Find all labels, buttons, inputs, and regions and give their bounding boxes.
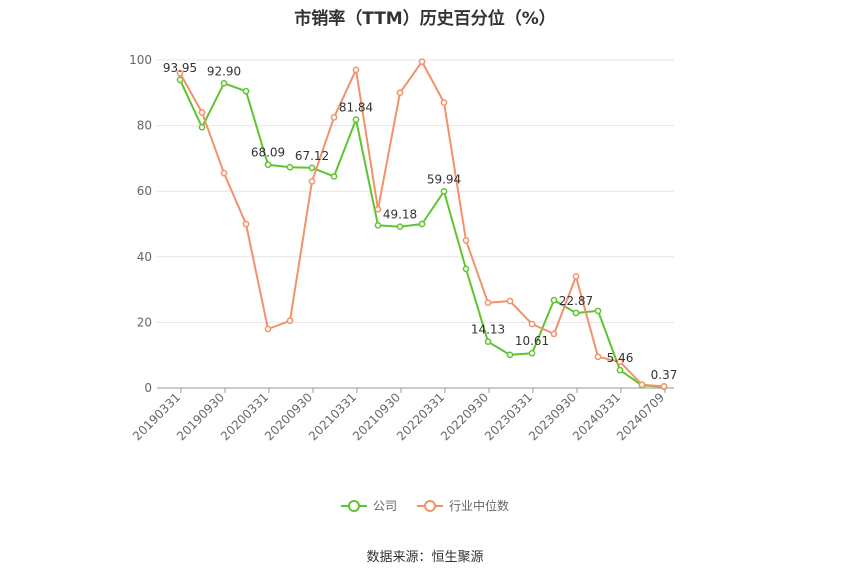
y-tick-label: 0 xyxy=(144,381,152,395)
data-point-company xyxy=(374,221,382,229)
data-label-layer: 93.95 92.90 68.09 67.12 81.84 49.18 59.94 14.13… xyxy=(163,61,678,382)
data-point-industry xyxy=(572,273,580,280)
data-label: 81.84 xyxy=(339,101,373,115)
legend-label-company: 公司 xyxy=(372,499,397,513)
data-point-company xyxy=(572,309,580,317)
data-point-industry xyxy=(418,58,426,65)
data-point-industry xyxy=(352,66,360,74)
y-tick-label: 100 xyxy=(129,53,152,67)
y-tick-label: 60 xyxy=(137,184,152,198)
data-point-industry xyxy=(396,89,404,97)
data-point-industry xyxy=(528,320,536,328)
data-point-company xyxy=(242,87,250,95)
data-label: 92.90 xyxy=(207,64,241,78)
data-point-industry xyxy=(484,299,492,307)
legend-item-company[interactable]: 公司 xyxy=(340,497,397,514)
legend-line-company-icon xyxy=(340,499,367,512)
data-label: 22.87 xyxy=(559,294,593,308)
data-point-industry xyxy=(286,317,294,325)
data-point-company xyxy=(396,223,404,231)
data-point-company xyxy=(220,79,228,87)
series-layer xyxy=(176,58,668,391)
data-point-company xyxy=(286,163,294,171)
legend-label-industry: 行业中位数 xyxy=(449,499,510,513)
data-point-industry xyxy=(550,330,558,338)
data-point-industry xyxy=(374,205,382,213)
data-label: 67.12 xyxy=(295,149,329,163)
legend-line-industry-icon xyxy=(417,499,443,512)
data-point-company xyxy=(176,76,184,84)
data-label: 59.94 xyxy=(427,172,461,186)
source-text: 数据来源：恒生聚源 xyxy=(366,550,484,565)
data-point-industry xyxy=(242,220,250,228)
data-point-industry xyxy=(176,69,184,77)
data-point-industry xyxy=(308,178,316,185)
data-label: 68.09 xyxy=(251,146,285,160)
data-point-industry xyxy=(440,99,448,106)
data-point-company xyxy=(616,366,624,374)
data-point-company xyxy=(418,220,426,228)
y-tick-label: 20 xyxy=(137,315,152,329)
data-point-industry xyxy=(264,325,272,333)
data-point-company xyxy=(308,164,316,172)
data-point-industry xyxy=(506,297,514,305)
data-point-company xyxy=(198,123,206,131)
y-tick-label: 40 xyxy=(137,250,152,264)
data-point-industry xyxy=(220,169,228,177)
data-point-industry xyxy=(198,109,206,116)
data-point-company xyxy=(462,265,470,273)
data-point-industry xyxy=(660,383,668,390)
data-point-industry xyxy=(330,114,338,121)
data-point-industry xyxy=(462,237,470,244)
legend-item-industry[interactable]: 行业中位数 xyxy=(417,497,509,514)
data-label: 5.46 xyxy=(607,351,634,365)
data-label: 49.18 xyxy=(383,208,417,222)
data-point-company xyxy=(506,351,514,359)
data-label: 10.61 xyxy=(515,334,549,348)
data-point-company xyxy=(528,349,536,357)
data-point-company xyxy=(330,173,338,180)
grid-layer xyxy=(157,59,674,323)
y-tick-label: 80 xyxy=(137,119,152,133)
data-point-company xyxy=(440,188,448,195)
chart-title: 市销率（TTM）历史百分位（%） xyxy=(294,9,556,29)
data-point-company xyxy=(264,161,272,169)
data-point-industry xyxy=(594,353,602,361)
data-point-industry xyxy=(638,381,646,389)
legend: 公司 行业中位数 xyxy=(0,497,850,514)
data-point-company xyxy=(484,338,492,346)
x-tick-label: 20240709 xyxy=(614,390,667,443)
data-label: 14.13 xyxy=(471,323,505,337)
data-point-industry xyxy=(616,358,624,366)
data-label: 0.37 xyxy=(651,368,678,382)
data-point-company xyxy=(352,116,360,123)
data-point-company xyxy=(594,307,602,315)
data-point-company xyxy=(550,296,558,304)
data-label: 93.95 xyxy=(163,61,197,75)
